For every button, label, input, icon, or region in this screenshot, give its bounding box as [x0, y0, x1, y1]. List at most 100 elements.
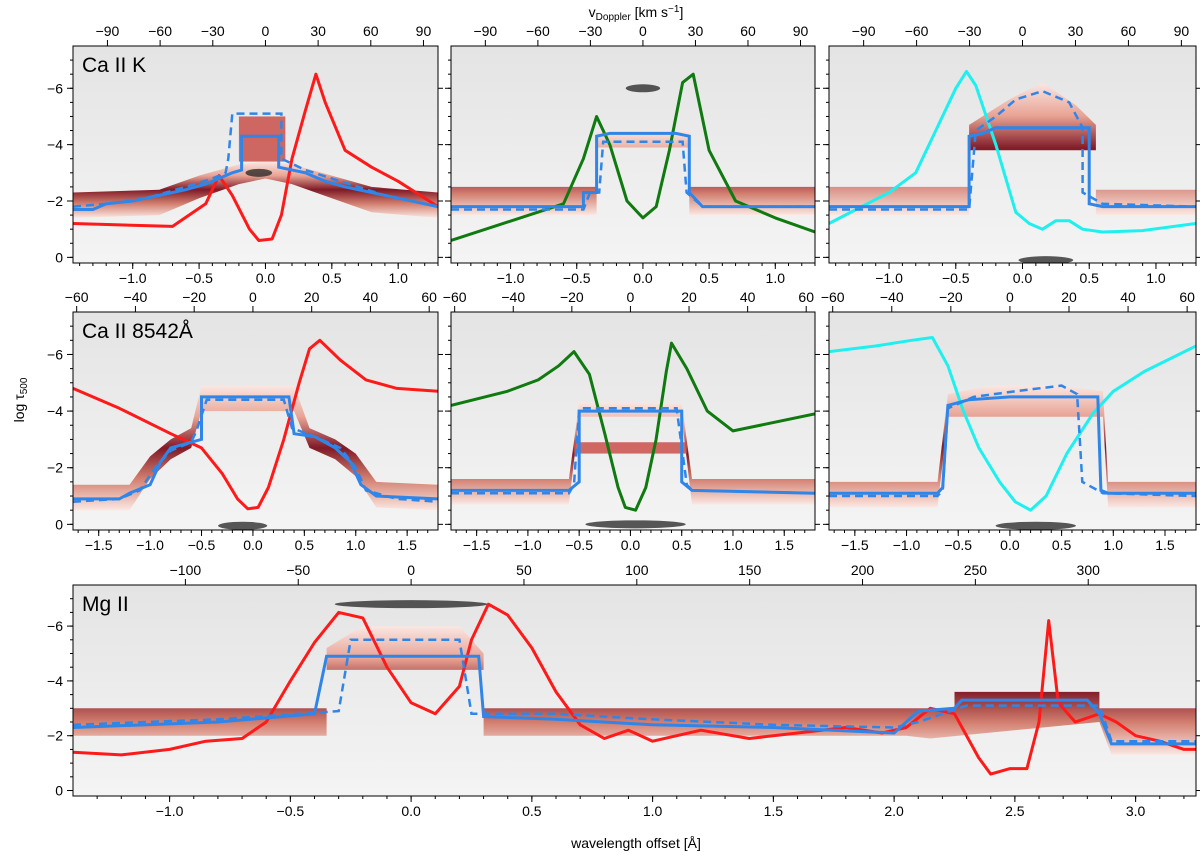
x-tick-label: 1.0	[766, 270, 786, 286]
x-tick-label: −0.5	[942, 270, 970, 286]
panel-body	[73, 312, 438, 530]
panel-6: −1.0 −0.5 0.0 0.5 1.0 1.5 2.0 2.5 3.0 −100 −50 0 50 1…	[47, 562, 1200, 819]
v-tick-label: 60	[798, 289, 814, 305]
x-tick-label: −1.0	[497, 270, 525, 286]
tau-unity-solid-line	[73, 395, 438, 501]
v-tick-label: 30	[310, 23, 326, 39]
x-tick-label: 0.5	[1080, 270, 1100, 286]
panel-body	[451, 46, 815, 263]
x-tick-label: −0.5	[185, 270, 213, 286]
response-band	[451, 402, 815, 505]
x-tick-label: 0.5	[1052, 537, 1072, 553]
v-tick-label: 60	[1179, 289, 1195, 305]
tau-unity-dashed-line	[73, 638, 1196, 743]
x-tick-label: −1.0	[893, 537, 921, 553]
v-tick-label: −20	[560, 289, 584, 305]
x-tick-label: −1.0	[156, 803, 184, 819]
x-tick-label: 0.0	[243, 537, 263, 553]
x-tick-label: 1.5	[1155, 537, 1175, 553]
v-tick-label: 50	[516, 562, 532, 578]
v-tick-label: −90	[96, 23, 120, 39]
panel-background	[451, 46, 815, 263]
v-tick-label: 0	[249, 289, 257, 305]
y-tick-label: −2	[47, 193, 63, 209]
x-tick-label: 0.5	[522, 803, 542, 819]
v-tick-label: −30	[201, 23, 225, 39]
x-tick-label: 1.5	[764, 803, 784, 819]
x-tick-label: 1.5	[397, 537, 417, 553]
panel-frame	[72, 45, 439, 264]
response-plateau	[574, 442, 687, 454]
x-tick-label: 0.0	[621, 537, 641, 553]
v-tick-label: −60	[526, 23, 550, 39]
v-tick-label: 200	[851, 562, 875, 578]
x-tick-label: 0.5	[295, 537, 315, 553]
v-tick-label: 0	[407, 562, 415, 578]
v-tick-label: −50	[286, 562, 310, 578]
v-tick-label: −90	[852, 23, 876, 39]
v-tick-label: 150	[738, 562, 762, 578]
panel-label: Mg II	[82, 593, 129, 616]
x-tick-label: −1.0	[119, 270, 147, 286]
v-tick-label: −60	[148, 23, 172, 39]
x-tick-label: 1.5	[775, 537, 795, 553]
panel-frame	[72, 311, 439, 531]
x-tick-label: 1.0	[346, 537, 366, 553]
panel-4: −1.5 −1.0 −0.5 0.0 0.5 1.0 1.5 −60 −40 −20 0 20 40 60	[443, 289, 820, 553]
v-tick-label: 0	[262, 23, 270, 39]
panel-3: −1.5 −1.0 −0.5 0.0 0.5 1.0 1.5−60 −40 −20 0 20 40 60…	[47, 289, 443, 553]
panel-frame	[828, 311, 1197, 531]
response-band	[73, 161, 438, 218]
x-tick-label: 0.0	[1013, 270, 1033, 286]
dark-response-feature	[995, 521, 1076, 530]
v-tick-label: −30	[579, 23, 603, 39]
x-tick-label: 0.5	[322, 270, 342, 286]
panel-frame	[72, 584, 1197, 797]
x-tick-label: −0.5	[565, 537, 593, 553]
y-tick-label: −6	[47, 618, 63, 634]
y-tick-label: −6	[47, 80, 63, 96]
y-axis-label: log τ500	[11, 377, 30, 422]
x-tick-label: −1.5	[841, 537, 869, 553]
v-tick-label: −20	[182, 289, 206, 305]
v-tick-label: 40	[740, 289, 756, 305]
v-tick-label: 90	[416, 23, 432, 39]
y-tick-label: −4	[47, 673, 63, 689]
y-tick-label: 0	[55, 249, 63, 265]
v-tick-label: 300	[1077, 562, 1101, 578]
response-band	[451, 130, 815, 216]
panel-label: Ca II 8542Å	[82, 320, 193, 343]
x-tick-label: 0.5	[699, 270, 719, 286]
x-tick-label: 1.0	[723, 537, 743, 553]
tau-unity-dashed-line	[73, 398, 438, 503]
dark-response-feature	[1018, 256, 1074, 263]
x-tick-label: 3.0	[1126, 803, 1146, 819]
x-tick-label: 1.0	[643, 803, 663, 819]
x-tick-label: 2.0	[884, 803, 904, 819]
y-tick-label: −4	[47, 403, 63, 419]
y-tick-label: 0	[55, 516, 63, 532]
y-tick-label: −6	[47, 346, 63, 362]
spectral-profile-line	[829, 336, 1196, 512]
tau-unity-solid-line	[73, 654, 1196, 746]
panel-0: −1.0 −0.5 0.0 0.5 1.0 −90 −60 −30 0 30 60 90 0 −2 −4 −6…	[47, 23, 443, 286]
dark-response-feature	[245, 168, 273, 177]
x-tick-label: −0.5	[563, 270, 591, 286]
tau-unity-solid-line	[73, 134, 438, 211]
v-tick-label: 20	[304, 289, 320, 305]
y-tick-label: −2	[47, 728, 63, 744]
x-tick-label: 0.0	[256, 270, 276, 286]
x-tick-label: −1.0	[514, 537, 542, 553]
v-tick-label: 60	[421, 289, 437, 305]
v-tick-label: 250	[964, 562, 988, 578]
response-band	[829, 82, 1196, 216]
panel-1: −1.0 −0.5 0.0 0.5 1.0 −90 −60 −30 0 30 60 90	[445, 23, 820, 286]
panel-5: −1.5 −1.0 −0.5 0.0 0.5 1.0 1.5 −60 −40 −20 0 20 40 60	[821, 289, 1200, 553]
y-tick-label: −2	[47, 460, 63, 476]
x-axis-label: wavelength offset [Å]	[570, 835, 701, 851]
v-tick-label: −40	[124, 289, 148, 305]
x-tick-label: −0.5	[188, 537, 216, 553]
tau-unity-solid-line	[829, 126, 1196, 209]
x-tick-label: 1.0	[1104, 537, 1124, 553]
x-tick-label: 1.0	[388, 270, 408, 286]
